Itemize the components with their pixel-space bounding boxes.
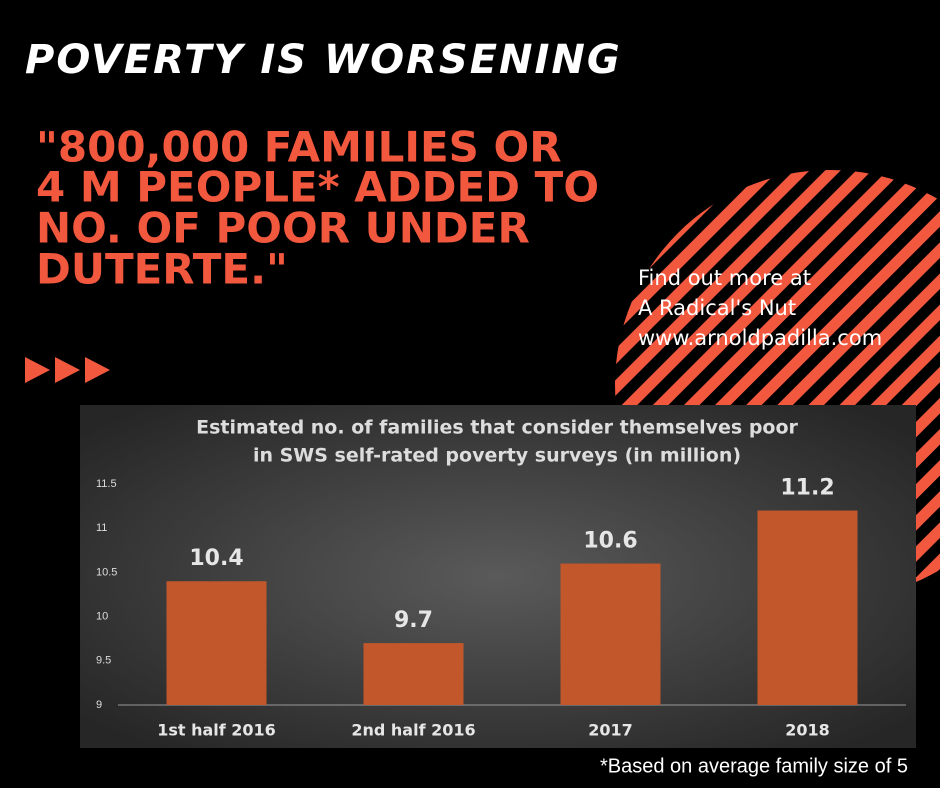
headline: POVERTY IS WORSENING: [25, 37, 622, 83]
quote-line: "800,000 FAMILIES OR: [36, 123, 562, 172]
value-label: 9.7: [394, 608, 433, 633]
quote-line: DUTERTE.": [36, 245, 288, 294]
chart-title: in SWS self-rated poverty surveys (in mi…: [253, 445, 741, 467]
bar: [560, 563, 661, 705]
bar: [363, 643, 464, 705]
quote-line: 4 M PEOPLE* ADDED TO: [36, 163, 599, 212]
value-label: 10.6: [583, 529, 637, 554]
chart-title: Estimated no. of families that consider …: [196, 417, 798, 439]
x-tick-label: 2017: [588, 721, 633, 740]
bar: [166, 581, 267, 705]
y-tick-label: 11: [96, 522, 107, 534]
value-label: 10.4: [189, 546, 243, 571]
link-line: A Radical's Nut: [638, 296, 796, 320]
link-line: Find out more at: [638, 266, 811, 290]
x-tick-label: 2018: [785, 721, 830, 740]
x-tick-label: 1st half 2016: [157, 721, 276, 740]
quote-line: NO. OF POOR UNDER: [36, 204, 530, 253]
y-tick-label: 9.5: [96, 655, 111, 667]
y-tick-label: 10.5: [96, 566, 117, 578]
bar: [757, 510, 858, 705]
x-tick-label: 2nd half 2016: [351, 721, 475, 740]
value-label: 11.2: [780, 476, 834, 501]
y-tick-label: 11.5: [96, 478, 117, 490]
y-tick-label: 9: [96, 699, 102, 711]
link-line: www.arnoldpadilla.com: [638, 326, 882, 350]
footnote: *Based on average family size of 5: [600, 755, 908, 777]
y-tick-label: 10: [96, 611, 108, 623]
arrows: [25, 357, 110, 383]
